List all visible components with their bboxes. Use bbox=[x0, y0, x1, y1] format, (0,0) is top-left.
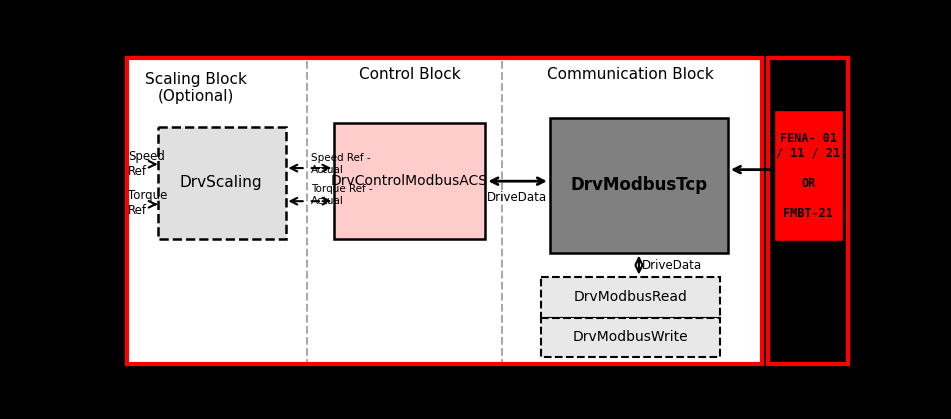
Bar bbox=[335, 124, 485, 239]
Text: DriveData: DriveData bbox=[486, 191, 547, 204]
Text: DrvScaling: DrvScaling bbox=[180, 175, 262, 190]
Text: FENA- 01
/ 11 / 21

OR

FMBT-21: FENA- 01 / 11 / 21 OR FMBT-21 bbox=[776, 132, 841, 220]
Bar bbox=[158, 127, 285, 239]
Text: Speed
Ref: Speed Ref bbox=[128, 150, 165, 178]
Text: DrvModbusRead: DrvModbusRead bbox=[573, 290, 688, 305]
Text: Torque
Ref: Torque Ref bbox=[128, 189, 167, 217]
Bar bbox=[774, 110, 843, 241]
Text: DrvModbusWrite: DrvModbusWrite bbox=[573, 331, 689, 344]
Text: DrvModbusTcp: DrvModbusTcp bbox=[571, 176, 708, 194]
Text: Torque Ref -
Actual: Torque Ref - Actual bbox=[311, 184, 373, 206]
Text: DriveData: DriveData bbox=[642, 259, 702, 272]
Bar bbox=[541, 318, 720, 357]
Text: DrvControlModbusACS: DrvControlModbusACS bbox=[331, 174, 488, 188]
Text: Speed Ref -
Actual: Speed Ref - Actual bbox=[311, 153, 371, 175]
Bar bbox=[550, 118, 728, 253]
Bar bbox=[126, 58, 762, 365]
Text: Scaling Block
(Optional): Scaling Block (Optional) bbox=[146, 72, 247, 104]
Text: Communication Block: Communication Block bbox=[547, 67, 714, 82]
Bar bbox=[768, 58, 848, 365]
Text: Control Block: Control Block bbox=[359, 67, 460, 82]
Bar bbox=[541, 277, 720, 318]
